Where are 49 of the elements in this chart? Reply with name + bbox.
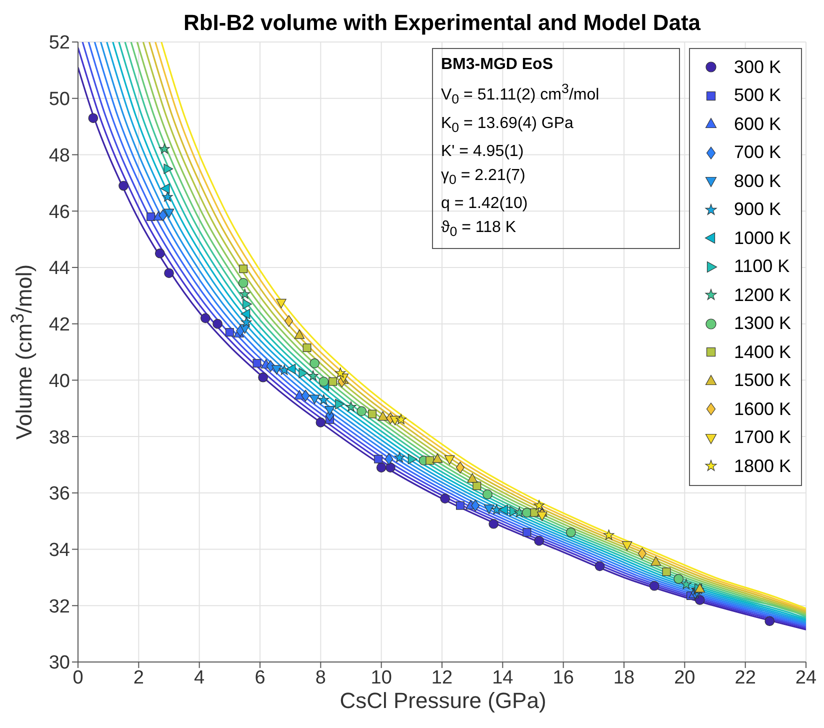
- y-tick-label: 38: [48, 427, 70, 448]
- x-axis-title: CsCl Pressure (GPa): [338, 688, 548, 714]
- chart-title: RbI-B2 volume with Experimental and Model Data: [183, 10, 701, 35]
- legend-label: 800 K: [734, 170, 781, 192]
- legend-label: 700 K: [734, 142, 781, 164]
- legend-label: 1100 K: [734, 256, 790, 278]
- legend-label: 1800 K: [734, 456, 791, 477]
- y-tick-label: 40: [48, 370, 70, 392]
- x-tick-label: 8: [315, 667, 326, 688]
- legend-label: 900 K: [734, 199, 781, 220]
- x-tick-label: 6: [254, 667, 266, 688]
- y-tick-label: 36: [48, 484, 70, 505]
- x-tick-label: 4: [194, 667, 206, 688]
- y-tick-label: 34: [48, 540, 70, 562]
- y-tick-label: 46: [48, 202, 70, 223]
- annotation: BM3-MGD EoS: [441, 55, 554, 75]
- legend-label: 1600 K: [734, 398, 791, 420]
- legend-label: 1300 K: [734, 313, 791, 334]
- x-tick-label: 2: [133, 667, 144, 688]
- x-tick-label: 12: [431, 667, 453, 688]
- annotation: V$_{0}$ = 51.11(2) cm$^{3}$/mol: [441, 80, 600, 109]
- x-tick-label: 16: [552, 667, 574, 688]
- legend-label: 600 K: [734, 114, 781, 135]
- legend-label: 1400 K: [734, 342, 791, 363]
- annotation: K$_{0}$ = 13.69(4) GPa: [441, 114, 574, 137]
- x-tick-label: 14: [492, 667, 514, 688]
- annotation: γ$_{0}$ = 2.21(7): [441, 166, 526, 189]
- x-tick-label: 24: [795, 667, 817, 688]
- legend-label: 500 K: [734, 85, 781, 106]
- legend-label: 1000 K: [734, 228, 791, 249]
- annotation: q = 1.42(10): [441, 194, 529, 214]
- x-tick-label: 20: [674, 667, 696, 688]
- y-tick-label: 30: [48, 652, 70, 674]
- x-tick-label: 10: [370, 667, 392, 688]
- y-tick-label: 42: [48, 314, 70, 336]
- annotation: K' = 4.95(1): [441, 142, 525, 162]
- legend-label: 300 K: [734, 56, 781, 78]
- legend-label: 1500 K: [734, 370, 791, 392]
- y-tick-label: 44: [48, 258, 70, 280]
- y-tick-label: 52: [48, 32, 70, 54]
- legend-label: 1200 K: [734, 284, 791, 306]
- y-tick-label: 48: [48, 145, 70, 166]
- y-tick-label: 50: [48, 89, 70, 110]
- x-tick-label: 0: [72, 667, 84, 688]
- legend-label: 1700 K: [734, 427, 791, 448]
- y-tick-label: 32: [48, 596, 70, 618]
- x-tick-label: 18: [613, 667, 635, 688]
- annotation: ϑ$_{0}$ = 118 K: [441, 218, 518, 242]
- x-tick-label: 22: [734, 667, 756, 688]
